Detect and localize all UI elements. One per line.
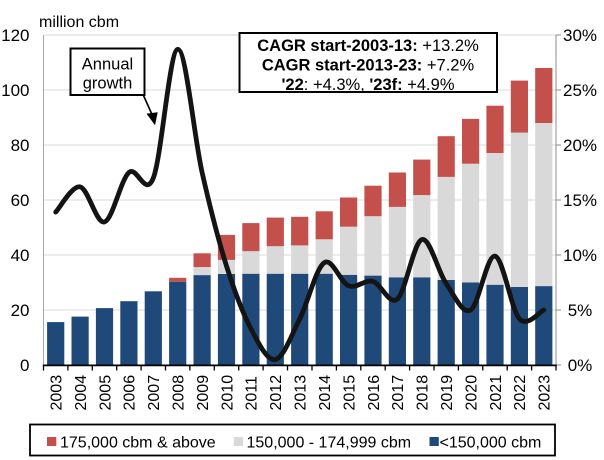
svg-text:5%: 5% — [568, 301, 593, 320]
svg-text:175,000 cbm & above: 175,000 cbm & above — [60, 435, 216, 452]
svg-text:Annual: Annual — [82, 55, 133, 73]
svg-text:2021: 2021 — [488, 375, 505, 411]
svg-text:30%: 30% — [563, 26, 597, 45]
svg-text:2014: 2014 — [317, 375, 334, 411]
svg-text:CAGR start-2013-23: +7.2%: CAGR start-2013-23: +7.2% — [262, 57, 475, 75]
svg-text:2011: 2011 — [244, 376, 261, 411]
svg-text:2007: 2007 — [146, 375, 163, 411]
svg-text:million cbm: million cbm — [39, 14, 119, 31]
svg-text:growth: growth — [83, 75, 133, 93]
svg-text:2022: 2022 — [512, 375, 529, 411]
svg-text:2020: 2020 — [463, 375, 480, 411]
svg-text:CAGR start-2003-13: +13.2%: CAGR start-2003-13: +13.2% — [257, 37, 479, 55]
svg-text:60: 60 — [11, 191, 30, 210]
svg-text:<150,000 cbm: <150,000 cbm — [440, 435, 542, 452]
svg-text:2006: 2006 — [122, 375, 139, 411]
svg-text:2013: 2013 — [293, 375, 310, 411]
svg-text:150,000 - 174,999 cbm: 150,000 - 174,999 cbm — [247, 435, 412, 452]
svg-text:0: 0 — [20, 356, 29, 375]
svg-text:2015: 2015 — [341, 375, 358, 411]
svg-text:'22: +4.3%, '23f: +4.9%: '22: +4.3%, '23f: +4.9% — [282, 76, 455, 94]
svg-text:2009: 2009 — [195, 375, 212, 411]
svg-text:2023: 2023 — [537, 375, 554, 411]
svg-text:2010: 2010 — [219, 375, 236, 411]
svg-text:2003: 2003 — [49, 375, 66, 411]
svg-text:2012: 2012 — [268, 375, 285, 411]
svg-text:0%: 0% — [568, 356, 593, 375]
svg-text:2016: 2016 — [366, 375, 383, 411]
svg-text:20: 20 — [11, 301, 30, 320]
svg-text:2008: 2008 — [171, 375, 188, 411]
svg-text:2018: 2018 — [415, 375, 432, 411]
svg-text:2017: 2017 — [390, 375, 407, 411]
svg-text:15%: 15% — [563, 191, 597, 210]
svg-text:10%: 10% — [563, 246, 597, 265]
svg-text:100: 100 — [1, 81, 29, 100]
svg-text:80: 80 — [11, 136, 30, 155]
svg-text:2004: 2004 — [73, 375, 90, 411]
svg-text:2019: 2019 — [439, 375, 456, 411]
svg-text:40: 40 — [11, 246, 30, 265]
svg-text:2005: 2005 — [97, 375, 114, 411]
svg-text:25%: 25% — [563, 81, 597, 100]
svg-text:120: 120 — [1, 26, 29, 45]
svg-text:20%: 20% — [563, 136, 597, 155]
